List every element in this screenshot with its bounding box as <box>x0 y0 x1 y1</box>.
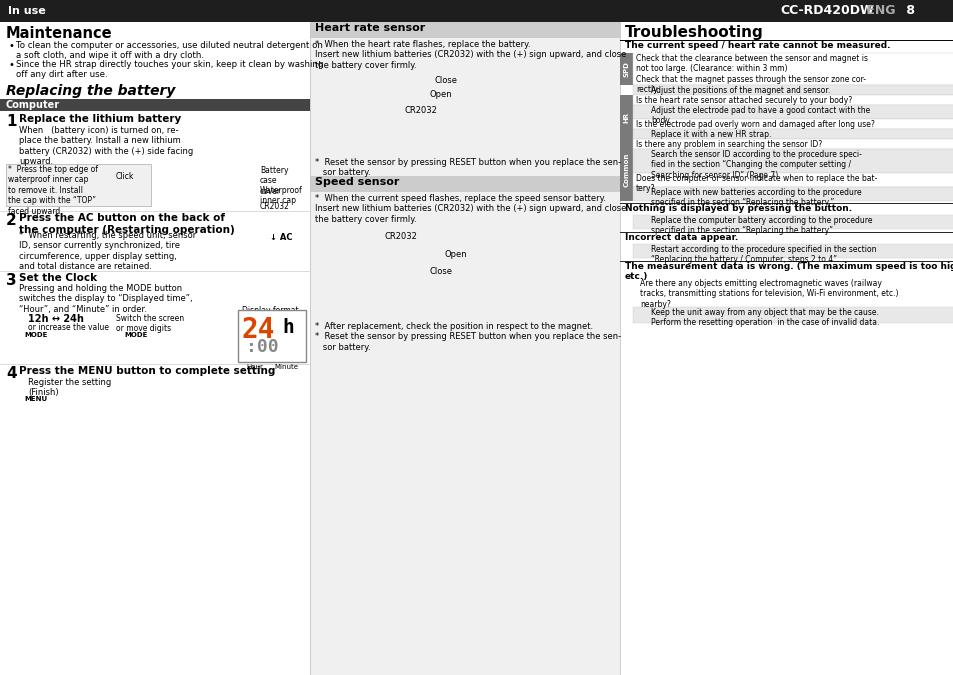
Text: •: • <box>8 41 14 51</box>
Text: *  When the heart rate flashes, replace the battery.
Insert new lithium batterie: * When the heart rate flashes, replace t… <box>314 40 626 70</box>
Text: 12h ↔ 24h: 12h ↔ 24h <box>28 314 84 324</box>
Bar <box>633 173 953 187</box>
Text: Search the sensor ID according to the procedure speci-
fied in the section “Chan: Search the sensor ID according to the pr… <box>650 150 861 180</box>
Bar <box>633 187 953 201</box>
Bar <box>633 53 953 85</box>
Text: Troubleshooting: Troubleshooting <box>624 25 763 40</box>
Text: Keep the unit away from any object that may be the cause.
Perform the resetting : Keep the unit away from any object that … <box>650 308 879 327</box>
Bar <box>619 53 633 85</box>
Text: *  Reset the sensor by pressing RESET button when you replace the sen-
   sor ba: * Reset the sensor by pressing RESET but… <box>314 158 620 178</box>
Text: *  When the current speed flashes, replace the speed sensor battery.
Insert new : * When the current speed flashes, replac… <box>314 194 626 224</box>
Text: Waterproof
inner cap: Waterproof inner cap <box>260 186 302 205</box>
Text: 2: 2 <box>6 213 17 228</box>
Text: HR: HR <box>623 111 629 123</box>
Text: Battery
case
cover: Battery case cover <box>260 166 288 196</box>
Text: *  When restarting, the speed unit, sensor
ID, sensor currently synchronized, ti: * When restarting, the speed unit, senso… <box>19 231 196 271</box>
Text: :00: :00 <box>246 338 278 356</box>
Text: Incorrect data appear.: Incorrect data appear. <box>624 233 738 242</box>
Text: Open: Open <box>444 250 467 259</box>
Text: Register the setting
(Finish): Register the setting (Finish) <box>28 378 112 398</box>
Text: Display format: Display format <box>242 306 298 315</box>
Text: Check that the clearance between the sensor and magnet is
not too large. (Cleara: Check that the clearance between the sen… <box>636 54 867 94</box>
Bar <box>619 95 633 139</box>
Text: CR2032: CR2032 <box>385 232 417 241</box>
Text: Set the Clock: Set the Clock <box>19 273 97 283</box>
Bar <box>633 95 953 105</box>
Text: CR2032: CR2032 <box>260 202 290 211</box>
Bar <box>633 139 953 149</box>
Text: *  Press the top edge of
waterproof inner cap
to remove it. Install
the cap with: * Press the top edge of waterproof inner… <box>8 165 98 215</box>
Text: Does the computer or sensor indicate when to replace the bat-
tery?: Does the computer or sensor indicate whe… <box>636 174 877 194</box>
Bar <box>633 215 953 229</box>
Text: Adjust the positions of the magnet and sensor.: Adjust the positions of the magnet and s… <box>650 86 829 95</box>
Bar <box>633 307 953 323</box>
Bar <box>619 139 633 201</box>
Text: Adjust the electrode pad to have a good contact with the
body.: Adjust the electrode pad to have a good … <box>650 106 869 126</box>
Text: Replace the computer battery according to the procedure
specified in the section: Replace the computer battery according t… <box>650 216 872 236</box>
Bar <box>310 176 619 192</box>
Text: 1: 1 <box>6 114 16 129</box>
Text: MENU: MENU <box>24 396 47 402</box>
Text: or increase the value: or increase the value <box>28 323 109 332</box>
Bar <box>237 310 306 362</box>
Text: 4: 4 <box>6 366 16 381</box>
Text: Replace it with a new HR strap.: Replace it with a new HR strap. <box>650 130 771 139</box>
Text: The current speed / heart rate cannot be measured.: The current speed / heart rate cannot be… <box>624 41 889 50</box>
Text: Switch the screen
or move digits: Switch the screen or move digits <box>116 314 184 333</box>
Text: Press the AC button on the back of
the computer (Restarting operation): Press the AC button on the back of the c… <box>19 213 234 235</box>
Text: SPD: SPD <box>623 61 629 77</box>
Text: h: h <box>282 318 294 337</box>
Text: Press the MENU button to complete setting: Press the MENU button to complete settin… <box>19 366 275 376</box>
Text: CR2032: CR2032 <box>405 106 437 115</box>
Text: 24: 24 <box>242 316 275 344</box>
Text: *  After replacement, check the position in respect to the magnet.
*  Reset the : * After replacement, check the position … <box>314 322 620 352</box>
Bar <box>633 119 953 129</box>
Text: Restart according to the procedure specified in the section
“Replacing the batte: Restart according to the procedure speci… <box>650 245 876 265</box>
Bar <box>310 22 619 675</box>
Text: Are there any objects emitting electromagnetic waves (railway
tracks, transmitti: Are there any objects emitting electroma… <box>639 279 898 308</box>
Text: The measurement data is wrong. (The maximum speed is too high,
etc.): The measurement data is wrong. (The maxi… <box>624 262 953 281</box>
Text: Maintenance: Maintenance <box>6 26 112 41</box>
Text: Since the HR strap directly touches your skin, keep it clean by washing
off any : Since the HR strap directly touches your… <box>16 60 323 80</box>
Text: Computer: Computer <box>6 100 60 110</box>
Bar <box>633 85 953 95</box>
Text: Heart rate sensor: Heart rate sensor <box>314 23 425 33</box>
Text: Speed sensor: Speed sensor <box>314 177 399 187</box>
Text: •: • <box>8 60 14 70</box>
Text: Close: Close <box>435 76 457 85</box>
Text: Open: Open <box>430 90 452 99</box>
Text: Replace the lithium battery: Replace the lithium battery <box>19 114 181 124</box>
Text: 3: 3 <box>6 273 16 288</box>
Text: Nothing is displayed by pressing the button.: Nothing is displayed by pressing the but… <box>624 204 851 213</box>
Text: Replacing the battery: Replacing the battery <box>6 84 175 98</box>
Text: Common: Common <box>623 153 629 187</box>
Text: Minute: Minute <box>274 364 297 370</box>
Bar <box>0 0 953 22</box>
Text: Is the heart rate sensor attached securely to your body?: Is the heart rate sensor attached secure… <box>636 96 851 105</box>
Bar <box>310 22 619 38</box>
Text: In use: In use <box>8 6 46 16</box>
Text: MODE: MODE <box>124 332 147 338</box>
Text: Close: Close <box>430 267 453 276</box>
Text: MODE: MODE <box>24 332 48 338</box>
Bar <box>633 149 953 173</box>
Bar <box>0 99 310 111</box>
Text: Is the electrode pad overly worn and damaged after long use?: Is the electrode pad overly worn and dam… <box>636 120 874 129</box>
Text: 8: 8 <box>901 5 914 18</box>
Text: Click: Click <box>116 172 134 181</box>
Text: When   (battery icon) is turned on, re-
place the battery. Install a new lithium: When (battery icon) is turned on, re- pl… <box>19 126 193 166</box>
Text: Replace with new batteries according to the procedure
specified in the section “: Replace with new batteries according to … <box>650 188 861 207</box>
Text: ENG: ENG <box>862 5 895 18</box>
Text: Pressing and holding the MODE button
switches the display to “Displayed time”,
“: Pressing and holding the MODE button swi… <box>19 284 193 314</box>
Bar <box>633 129 953 139</box>
Bar <box>633 244 953 258</box>
Text: CC-RD420DW: CC-RD420DW <box>780 5 873 18</box>
Bar <box>6 164 151 206</box>
Text: Is there any problem in searching the sensor ID?: Is there any problem in searching the se… <box>636 140 821 149</box>
Text: Hour: Hour <box>246 364 263 370</box>
Text: ↓ AC: ↓ AC <box>270 233 293 242</box>
Text: To clean the computer or accessories, use diluted neutral detergent on
a soft cl: To clean the computer or accessories, us… <box>16 41 322 60</box>
Bar <box>633 105 953 119</box>
